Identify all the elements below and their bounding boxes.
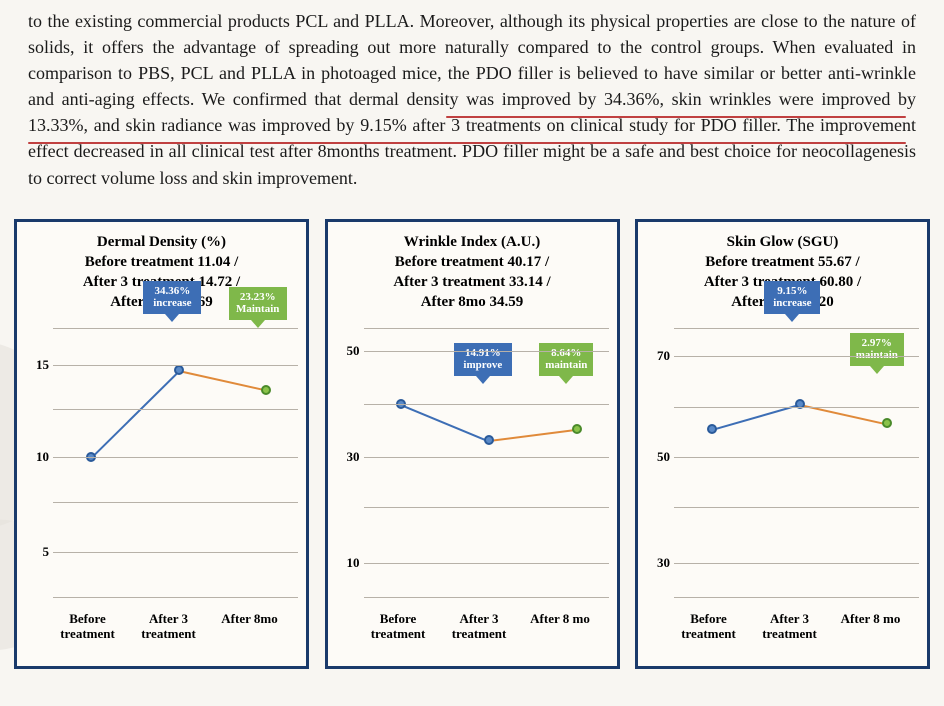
gridline [53, 409, 298, 410]
x-label: After 8mo [210, 611, 290, 642]
x-axis-labels: Before treatment After 3 treatment After… [17, 603, 306, 642]
gridline [364, 351, 609, 352]
chart-plot-area: 14.91%improve 8.64%maintain 50 30 10 [328, 323, 617, 603]
y-tick-label: 50 [642, 449, 670, 465]
y-tick-label: 50 [332, 343, 360, 359]
abstract-paragraph: to the existing commercial products PCL … [0, 0, 944, 191]
paragraph-text: to the existing commercial products PCL … [28, 11, 916, 188]
gridline [674, 507, 919, 508]
gridline [674, 328, 919, 329]
gridline [53, 365, 298, 366]
gridline [53, 597, 298, 598]
x-label: After 8 mo [520, 611, 600, 642]
data-point [484, 435, 494, 445]
callout-label: 23.23%Maintain [229, 287, 287, 320]
gridline [674, 356, 919, 357]
plot-layer: 14.91%improve 8.64%maintain [364, 323, 609, 603]
y-tick-label: 30 [332, 449, 360, 465]
chart-skin-glow: Skin Glow (SGU) Before treatment 55.67 /… [635, 219, 930, 669]
callout-label: 14.91%improve [454, 343, 512, 376]
charts-row: Dermal Density (%) Before treatment 11.0… [0, 191, 944, 669]
gridline [674, 597, 919, 598]
x-axis-labels: Before treatment After 3 treatment After… [638, 603, 927, 642]
y-tick-label: 5 [21, 544, 49, 560]
gridline [364, 457, 609, 458]
y-tick-label: 70 [642, 348, 670, 364]
gridline [674, 407, 919, 408]
chart-title-line: Dermal Density (%) [23, 232, 300, 252]
gridline [364, 563, 609, 564]
chart-title-line: Before treatment 11.04 / [23, 252, 300, 272]
y-tick-label: 30 [642, 555, 670, 571]
gridline [53, 502, 298, 503]
gridline [53, 552, 298, 553]
series-segment [400, 404, 489, 442]
chart-plot-area: 9.15%increase2.97%maintain 70 50 30 [638, 323, 927, 603]
x-label: After 3 treatment [439, 611, 519, 642]
x-label: Before treatment [48, 611, 128, 642]
chart-plot-area: 34.36%increase23.23%Maintain 15105 [17, 323, 306, 603]
y-tick-label: 10 [332, 555, 360, 571]
chart-dermal-density: Dermal Density (%) Before treatment 11.0… [14, 219, 309, 669]
x-axis-labels: Before treatment After 3 treatment After… [328, 603, 617, 642]
x-label: After 3 treatment [129, 611, 209, 642]
chart-title-line: Before treatment 40.17 / [334, 252, 611, 272]
y-tick-label: 15 [21, 357, 49, 373]
data-point [174, 365, 184, 375]
callout-label: 9.15%increase [764, 281, 820, 314]
x-label: After 3 treatment [750, 611, 830, 642]
highlight-underline [446, 116, 906, 118]
series-segment [178, 370, 266, 392]
plot-layer: 9.15%increase2.97%maintain [674, 323, 919, 603]
chart-wrinkle-index: Wrinkle Index (A.U.) Before treatment 40… [325, 219, 620, 669]
chart-title-line: Skin Glow (SGU) [644, 232, 921, 252]
data-point [572, 424, 582, 434]
x-label: After 8 mo [831, 611, 911, 642]
y-tick-label: 10 [21, 449, 49, 465]
gridline [674, 457, 919, 458]
chart-title-line: Before treatment 55.67 / [644, 252, 921, 272]
callout-label: 2.97%maintain [850, 333, 904, 366]
data-point [707, 424, 717, 434]
gridline [53, 328, 298, 329]
chart-title-line: Wrinkle Index (A.U.) [334, 232, 611, 252]
data-point [882, 418, 892, 428]
gridline [674, 563, 919, 564]
gridline [364, 507, 609, 508]
gridline [364, 328, 609, 329]
gridline [53, 457, 298, 458]
gridline [364, 597, 609, 598]
highlight-underline [28, 142, 906, 144]
series-segment [712, 404, 800, 431]
callout-label: 34.36%increase [143, 281, 201, 314]
x-label: Before treatment [669, 611, 749, 642]
series-segment [91, 370, 180, 458]
x-label: Before treatment [358, 611, 438, 642]
chart-title-line: After 8mo 34.59 [334, 292, 611, 312]
data-point [261, 385, 271, 395]
gridline [364, 404, 609, 405]
series-segment [489, 429, 577, 442]
chart-title-line: After 3 treatment 33.14 / [334, 272, 611, 292]
chart-title: Wrinkle Index (A.U.) Before treatment 40… [328, 222, 617, 317]
callout-label: 8.64%maintain [539, 343, 593, 376]
